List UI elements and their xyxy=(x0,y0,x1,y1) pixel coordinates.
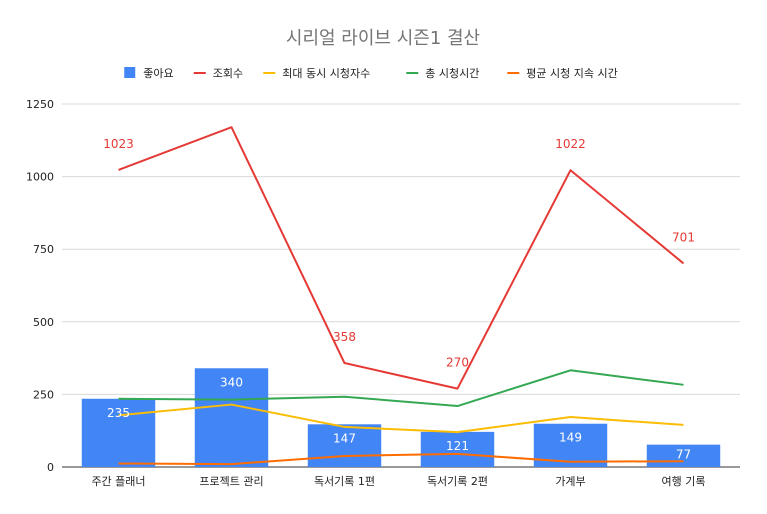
bar-data-label: 149 xyxy=(559,431,582,445)
series-line xyxy=(118,126,685,390)
bar-data-label: 121 xyxy=(446,439,469,453)
bar xyxy=(420,431,495,467)
legend-label: 좋아요 xyxy=(143,67,173,80)
bar xyxy=(194,368,269,467)
bar xyxy=(307,424,382,467)
series-line xyxy=(118,403,684,434)
gridlines xyxy=(62,103,740,468)
line-data-label: 270 xyxy=(446,356,469,370)
line-data-label: 1023 xyxy=(103,137,134,151)
chart-title: 시리얼 라이브 시즌1 결산 xyxy=(286,28,480,49)
x-axis-ticks: 주간 플래너 프로젝트 관리 독서기록 1편 독서기록 2편 가계부 여행 기록 xyxy=(91,475,705,488)
y-tick-label: 1000 xyxy=(26,171,54,184)
x-tick-label: 프로젝트 관리 xyxy=(199,475,263,488)
series-line xyxy=(118,369,684,408)
line-series xyxy=(118,126,685,466)
bar-series xyxy=(81,368,721,467)
line-data-label: 358 xyxy=(333,330,356,344)
line-data-label: 1022 xyxy=(555,137,586,151)
x-tick-label: 독서기록 1편 xyxy=(314,475,375,488)
bar-data-label: 340 xyxy=(220,375,243,389)
bar xyxy=(81,398,156,467)
y-tick-label: 750 xyxy=(33,243,54,256)
x-tick-label: 주간 플래너 xyxy=(91,475,145,488)
series-line xyxy=(118,452,684,466)
y-tick-label: 250 xyxy=(33,388,54,401)
y-tick-label: 1250 xyxy=(26,98,54,111)
legend-label: 최대 동시 시청자수 xyxy=(282,67,370,80)
bar-data-label: 235 xyxy=(107,406,130,420)
legend-label: 총 시청시간 xyxy=(425,67,479,80)
data-labels: 235 340 147 121 149 77 1023 358 270 1022 701 xyxy=(103,137,695,462)
x-tick-label: 독서기록 2편 xyxy=(427,475,488,488)
line-data-label: 701 xyxy=(672,230,695,244)
y-axis-ticks: 0 250 500 750 1000 1250 xyxy=(26,98,54,474)
y-tick-label: 0 xyxy=(47,461,54,474)
legend: 좋아요 조회수 최대 동시 시청자수 총 시청시간 평균 시청 지속 시간 xyxy=(124,67,618,80)
y-tick-label: 500 xyxy=(33,316,54,329)
x-tick-label: 여행 기록 xyxy=(662,475,706,488)
legend-label: 평균 시청 지속 시간 xyxy=(526,67,617,80)
x-tick-label: 가계부 xyxy=(555,475,585,488)
legend-label: 조회수 xyxy=(213,67,243,80)
legend-swatch xyxy=(124,67,136,78)
bar-data-label: 77 xyxy=(676,448,691,462)
bar-data-label: 147 xyxy=(333,431,356,445)
